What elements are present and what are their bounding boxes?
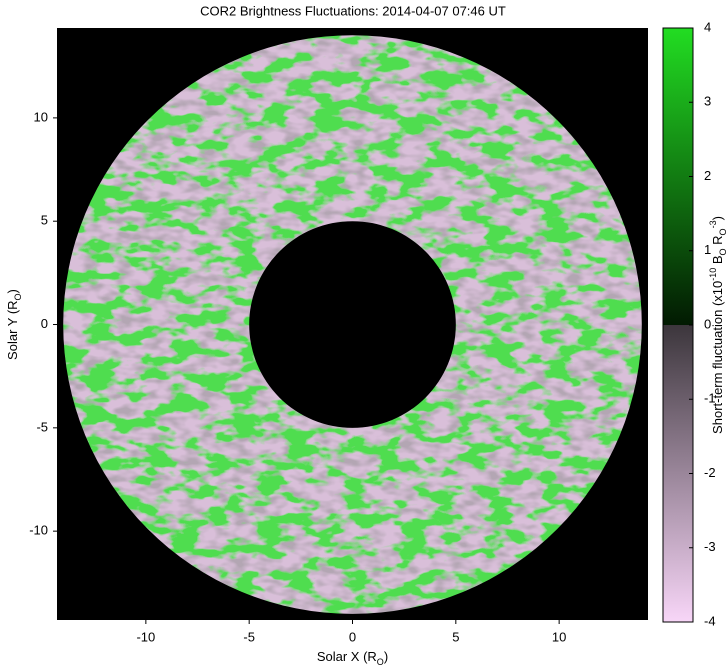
colorbar-tick-label: 0 — [704, 316, 711, 331]
colorbar-label-part: R — [710, 235, 725, 248]
colorbar-label-part: ) — [710, 216, 725, 220]
y-tick-label: -5 — [36, 419, 48, 434]
colorbar-label-part: -10 — [708, 268, 718, 281]
colorbar-tick-label: 1 — [704, 242, 711, 257]
colorbar-tick-label: 3 — [704, 94, 711, 109]
colorbar-tick-label: 2 — [704, 168, 711, 183]
colorbar-tick-label: -3 — [704, 539, 716, 554]
y-tick-label: 5 — [41, 213, 48, 228]
colorbar — [662, 27, 694, 623]
x-tick-label: 0 — [349, 629, 356, 644]
x-axis-label: Solar X (RO) — [317, 649, 388, 667]
x-tick-label: 5 — [452, 629, 459, 644]
colorbar-label: Short-term fluctuation (x10-10 BO RO-3) — [708, 216, 727, 434]
colorbar-tick-label: -1 — [704, 391, 716, 406]
x-axis-label-part: Solar X (R — [317, 649, 377, 664]
colorbar-label-part: B — [710, 255, 725, 267]
x-axis-label-part: ) — [384, 649, 388, 664]
colorbar-label-part: -3 — [708, 220, 718, 228]
colorbar-label-part: O — [718, 228, 727, 235]
y-axis-label: Solar Y (RO) — [5, 289, 23, 360]
colorbar-tick-label: -4 — [704, 613, 716, 628]
y-tick-label: -10 — [29, 523, 48, 538]
x-tick-label: 10 — [552, 629, 566, 644]
y-axis-label-part: ) — [5, 289, 20, 293]
x-tick-label: -5 — [243, 629, 255, 644]
y-axis-label-part: O — [13, 293, 23, 300]
x-axis-label-part: O — [377, 657, 384, 667]
y-axis-label-part: Solar Y (R — [5, 300, 20, 360]
colorbar-tick-label: -2 — [704, 465, 716, 480]
colorbar-tick-label: 4 — [704, 19, 711, 34]
y-tick-label: 10 — [34, 109, 48, 124]
colorbar-label-part: O — [718, 248, 727, 255]
y-tick-label: 0 — [41, 316, 48, 331]
chart-title: COR2 Brightness Fluctuations: 2014-04-07… — [200, 3, 506, 18]
x-tick-label: -10 — [136, 629, 155, 644]
colorbar-label-part: Short-term fluctuation (x10 — [710, 281, 725, 434]
